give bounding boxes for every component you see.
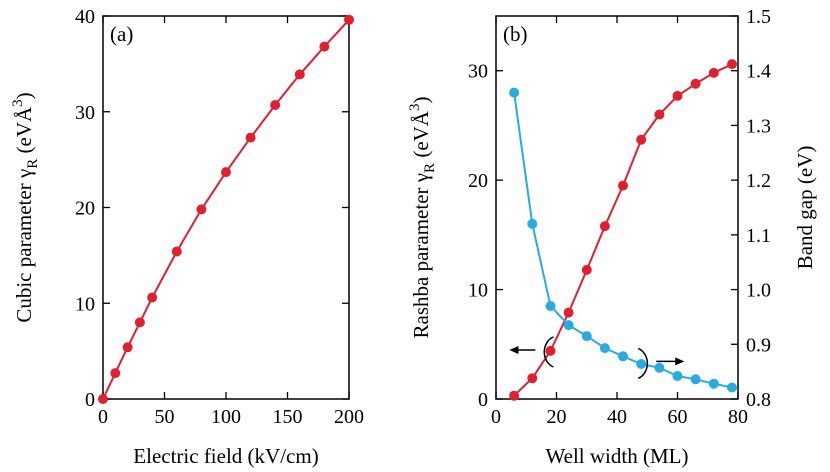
panel-b-y-tick-label-right: 1.3 (746, 115, 771, 137)
panel-a-x-tick-label: 100 (211, 406, 241, 428)
panel-b-y-tick-label-right: 0.9 (746, 334, 771, 356)
panel-a: 0 50 100 150 200 0 10 20 30 40 (a) Electric field (… (10, 6, 364, 468)
panel-b-label: (b) (503, 22, 528, 46)
panel-b-rashba-series-point (527, 373, 538, 384)
panel-b-left-arc (543, 336, 554, 368)
panel-a-series-point (270, 100, 281, 110)
panel-a-y-axis-label-symbol: γ (12, 169, 36, 179)
panel-b-rashba-series-point (581, 264, 592, 275)
panel-a-series-point (196, 204, 207, 215)
panel-b-left-arrow-head (509, 345, 519, 354)
panel-a-series-point (245, 132, 256, 143)
panel-b-bandgap-series-point (545, 301, 556, 311)
panel-a-x-tick-label: 150 (273, 406, 303, 428)
panel-b-rashba-series-point (563, 307, 574, 318)
panel-b-bandgap-series-point (654, 362, 665, 373)
panel-a-x-tick-label: 200 (334, 406, 364, 428)
panel-a-series-point (122, 342, 133, 353)
panel-a-y-tick-label: 30 (75, 102, 95, 124)
panel-a-series-point (344, 14, 354, 25)
panel-b-bandgap-series-point (690, 374, 701, 385)
panel-a-series-point (134, 317, 145, 328)
panel-a-series-point (221, 167, 231, 178)
panel-b-bandgap-series-point (527, 218, 538, 229)
panel-b-bandgap-series-point (672, 371, 683, 381)
panel-b-y-tick-label-left: 10 (468, 280, 488, 302)
panel-b-y-tick-label-right: 1.4 (746, 61, 771, 83)
panel-b-rashba-series-line (513, 63, 733, 397)
panel-b: 0 20 40 60 80 0 10 20 30 0.8 0.9 1.0 1.1 1.2 1.3 1.4 1.5… (407, 6, 817, 468)
panel-b-right-arc (637, 347, 649, 380)
panel-a-series-point (294, 69, 305, 80)
panel-a-series-point (319, 41, 330, 52)
panel-b-rashba-series-point (636, 134, 647, 145)
panel-b-y-tick-label-right: 1.0 (746, 280, 771, 302)
panel-b-rashba-series-point (672, 90, 683, 101)
panel-a-y-tick-label: 0 (85, 389, 95, 411)
panel-b-x-tick-label: 40 (607, 406, 627, 428)
panel-a-y-axis-label-unit-close: ) (12, 92, 36, 99)
panel-b-y-tick-label-left: 20 (468, 170, 488, 192)
panel-b-y-axis-label-left-symbol: γ (409, 173, 433, 183)
panel-b-bandgap-series-point (708, 378, 719, 389)
panel-b-y-axis-label-left-unit-close: ) (409, 97, 433, 104)
panel-a-y-tick-label: 10 (75, 293, 95, 315)
panel-a-y-axis-label-prefix: Cubic parameter (12, 178, 36, 323)
panel-b-y-tick-label-right: 1.5 (746, 6, 771, 28)
panel-a-label: (a) (110, 22, 133, 46)
panel-b-bandgap-series-point (727, 382, 737, 393)
panel-b-rashba-series-point (654, 109, 665, 120)
panel-a-x-axis-label: Electric field (kV/cm) (133, 444, 318, 468)
panel-b-y-axis-label-left-subscript: R (422, 163, 438, 173)
panel-a-series-point (98, 394, 108, 404)
panel-a-y-axis-label-subscript: R (25, 159, 41, 169)
panel-b-bandgap-series-point (581, 331, 592, 342)
panel-b-rashba-series-point (509, 390, 520, 401)
panel-b-frame (495, 15, 739, 400)
panel-b-x-tick-label: 80 (728, 406, 748, 428)
panel-b-rashba-series-point (708, 67, 719, 78)
panel-b-rashba-series-point (618, 180, 628, 191)
panel-b-bandgap-series-point (509, 87, 520, 98)
panel-b-rashba-series-point (727, 59, 737, 70)
panel-a-x-tick-label: 50 (155, 406, 175, 428)
panel-a-frame (102, 15, 350, 400)
panel-b-x-tick-label: 20 (547, 406, 567, 428)
panel-b-bandgap-series-point (618, 351, 628, 362)
panel-b-y-axis-label-left: Rashba parameter γR (eVÅ3) (407, 97, 438, 339)
panel-b-rashba-series-point (545, 345, 556, 356)
panel-a-y-tick-label: 40 (75, 6, 95, 28)
panel-b-x-tick-label: 60 (668, 406, 688, 428)
panel-b-bandgap-series-point (636, 359, 647, 369)
panel-b-y-tick-label-left: 30 (468, 61, 488, 83)
panel-b-rashba-series-point (690, 78, 701, 89)
panel-a-y-axis-label-unit: (eVÅ (12, 106, 36, 159)
panel-a-series-point (171, 246, 182, 257)
panel-a-series-point (147, 292, 158, 303)
panel-b-bandgap-series-point (563, 320, 574, 331)
panel-b-bandgap-series-point (599, 343, 610, 354)
panel-b-y-tick-label-right: 1.2 (746, 170, 771, 192)
panel-b-y-axis-label-right: Band gap (eV) (793, 146, 817, 270)
panel-a-series-line (102, 19, 350, 400)
panel-b-y-tick-label-right: 1.1 (746, 225, 771, 247)
panel-b-y-tick-label-left: 0 (478, 389, 488, 411)
panel-b-y-axis-label-left-prefix: Rashba parameter (409, 182, 433, 338)
panel-a-y-axis-label-superscript: 3 (10, 99, 26, 107)
panel-b-x-tick-label: 0 (491, 406, 501, 428)
panel-b-x-axis-label: Well width (ML) (546, 444, 689, 468)
panel-a-series-point (110, 368, 121, 379)
panel-a-y-axis-label: Cubic parameter γR (eVÅ3) (10, 92, 41, 322)
panel-b-y-tick-label-right: 0.8 (746, 389, 771, 411)
panel-b-y-axis-label-left-unit: (eVÅ (409, 110, 433, 163)
panel-a-y-tick-label: 20 (75, 198, 95, 220)
panel-a-x-tick-label: 0 (98, 406, 108, 428)
panel-b-rashba-series-point (599, 221, 610, 232)
panel-b-y-axis-label-left-superscript: 3 (407, 104, 423, 112)
panel-b-right-arrow-head (675, 357, 685, 366)
